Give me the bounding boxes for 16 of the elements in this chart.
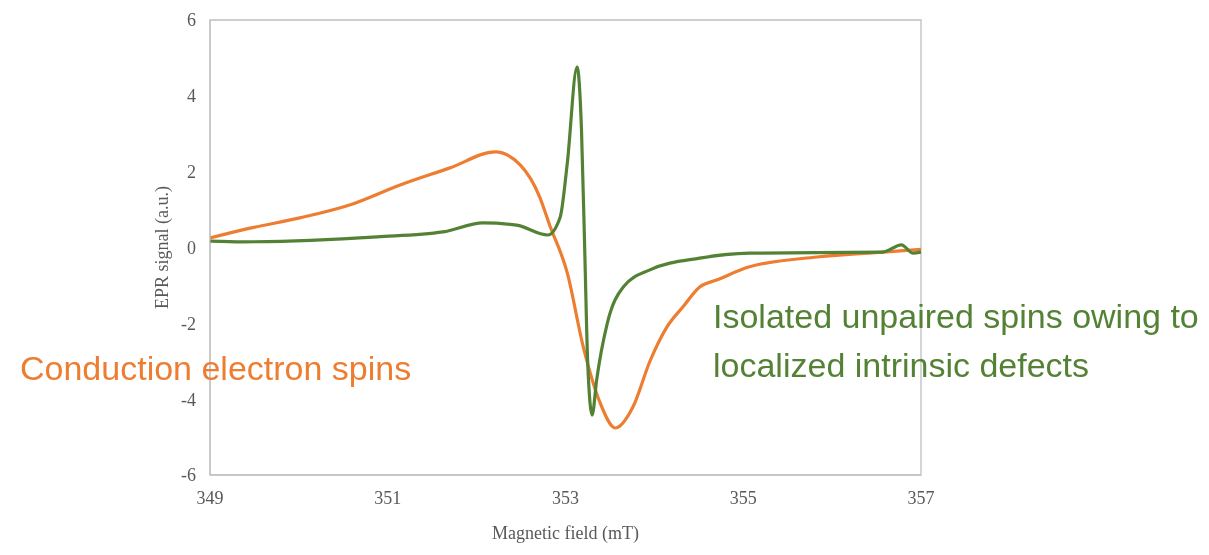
x-tick-label: 355 — [729, 487, 757, 508]
text: Conduction electron spins — [20, 349, 412, 387]
y-tick-label: 4 — [187, 86, 196, 107]
x-tick-label: 353 — [552, 487, 579, 508]
y-tick-label: 6 — [187, 10, 196, 31]
x-tick-label: 349 — [196, 487, 224, 508]
x-tick-label: 357 — [907, 487, 935, 508]
y-tick-label: 2 — [187, 162, 196, 183]
y-axis-title: EPR signal (a.u.) — [152, 186, 174, 309]
y-tick-label: -2 — [181, 313, 196, 334]
series-label: Isolated unpaired spins owing to localized intrinsic defects — [713, 296, 1200, 386]
y-tick-label: 0 — [187, 237, 196, 258]
y-tick-label: -6 — [181, 465, 196, 486]
x-axis-title: Magnetic field (mT) — [492, 523, 639, 544]
x-tick-label: 351 — [374, 487, 402, 508]
y-tick-label: -4 — [181, 389, 196, 410]
